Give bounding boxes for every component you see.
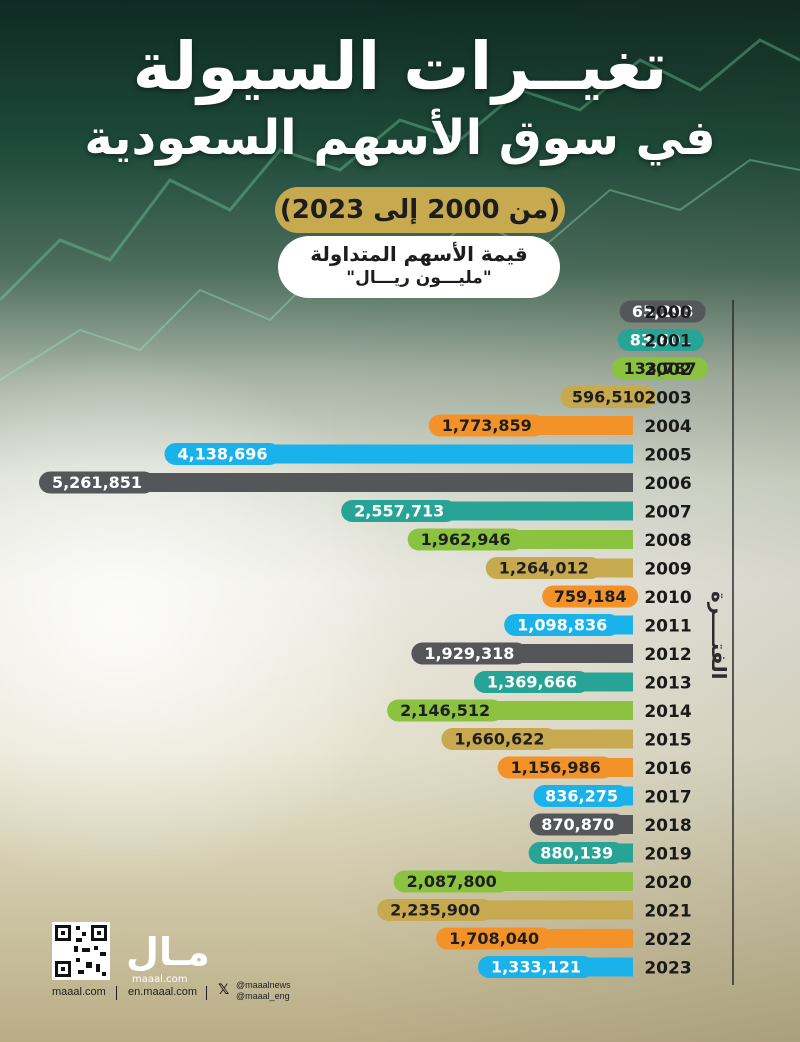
year-label: 2013 xyxy=(644,674,691,694)
value-pill xyxy=(411,642,528,665)
value-label: 1,098,836 xyxy=(517,616,607,635)
year-label: 2023 xyxy=(644,959,691,979)
year-label: 2019 xyxy=(644,845,691,865)
value-pill xyxy=(407,528,524,551)
value-label: 870,870 xyxy=(541,815,614,834)
year-label: 2003 xyxy=(644,389,691,409)
main-subtitle: في سوق الأسهم السعودية xyxy=(84,110,716,166)
year-label: 2017 xyxy=(644,788,691,808)
value-pill xyxy=(619,300,706,323)
value-label: 1,962,946 xyxy=(421,530,511,549)
year-label: 2015 xyxy=(644,731,691,751)
value-label: 5,261,851 xyxy=(52,473,142,492)
value-pill xyxy=(393,870,510,893)
year-label: 2001 xyxy=(644,332,691,352)
x-logo-icon: 𝕏 xyxy=(218,982,230,998)
value-label: 1,660,622 xyxy=(454,730,544,749)
value-label: 1,369,666 xyxy=(487,673,577,692)
value-pill xyxy=(529,813,626,836)
value-label: 880,139 xyxy=(540,844,613,863)
year-label: 2008 xyxy=(644,531,691,551)
value-label: 759,184 xyxy=(554,587,627,606)
value-label: 4,138,696 xyxy=(177,445,267,464)
value-label: 596,510 xyxy=(572,388,645,407)
value-pill xyxy=(542,585,639,608)
unit-badge: قيمة الأسهم المتداولة "مليـــون ريـــال" xyxy=(278,236,560,298)
unit-subtitle: "مليـــون ريـــال" xyxy=(346,268,492,288)
year-label: 2006 xyxy=(644,474,691,494)
value-label: 836,275 xyxy=(545,787,618,806)
value-label: 1,333,121 xyxy=(491,958,581,977)
value-pill xyxy=(533,785,630,807)
value-label: 1,929,318 xyxy=(424,644,514,663)
unit-title: قيمة الأسهم المتداولة xyxy=(310,242,528,266)
value-pill xyxy=(164,443,281,465)
footer-social-eng[interactable]: @maaal_eng xyxy=(236,991,290,1001)
value-pill xyxy=(478,956,595,978)
year-label: 2018 xyxy=(644,816,691,836)
footer-separator xyxy=(206,986,207,1000)
value-pill xyxy=(428,414,545,437)
year-label: 2007 xyxy=(644,503,691,523)
period-badge: (من 2000 إلى 2023) xyxy=(275,187,565,233)
value-pill xyxy=(617,329,704,351)
year-label: 2020 xyxy=(644,873,691,893)
value-label: 2,087,800 xyxy=(407,872,497,891)
value-label: 1,264,012 xyxy=(499,559,589,578)
bar xyxy=(170,444,633,464)
year-label: 2022 xyxy=(644,930,691,950)
value-label: 2,235,900 xyxy=(390,901,480,920)
value-pill xyxy=(473,671,590,693)
year-label: 2004 xyxy=(644,417,691,437)
value-label: 65,293 xyxy=(632,302,694,321)
value-pill xyxy=(39,471,155,494)
value-pill xyxy=(497,756,614,779)
value-label: 133,787 xyxy=(624,359,697,378)
value-pill xyxy=(441,728,558,750)
value-label: 1,708,040 xyxy=(449,929,539,948)
year-label: 2011 xyxy=(644,617,691,637)
maaal-logo-sub: maaal.com xyxy=(132,974,188,985)
value-pill xyxy=(560,386,657,408)
maaal-logo: مـال xyxy=(126,930,210,974)
value-label: 2,146,512 xyxy=(400,701,490,720)
value-label: 83,601 xyxy=(630,331,692,350)
year-label: 2014 xyxy=(644,702,691,722)
main-title: تغيــرات السيولة xyxy=(132,28,668,105)
year-label: 2021 xyxy=(644,902,691,922)
value-pill xyxy=(341,500,458,522)
bar xyxy=(45,473,633,492)
year-label: 2002 xyxy=(644,360,691,380)
year-label: 2000 xyxy=(644,303,691,323)
value-label: 2,557,713 xyxy=(354,502,444,521)
year-label: 2012 xyxy=(644,645,691,665)
value-pill xyxy=(436,927,553,950)
year-label: 2005 xyxy=(644,446,691,466)
footer-site[interactable]: maaal.com xyxy=(52,986,106,998)
value-pill xyxy=(504,614,621,636)
axis-label-period: الفتــــرة xyxy=(707,590,731,680)
qr-code-icon xyxy=(52,922,110,980)
footer-separator xyxy=(116,986,117,1000)
value-pill xyxy=(377,899,494,921)
value-pill xyxy=(485,557,602,579)
footer-social-news[interactable]: @maaalnews xyxy=(236,980,291,990)
year-label: 2016 xyxy=(644,759,691,779)
year-label: 2010 xyxy=(644,588,691,608)
value-label: 1,156,986 xyxy=(511,758,601,777)
value-pill xyxy=(528,842,625,864)
year-label: 2009 xyxy=(644,560,691,580)
value-pill xyxy=(612,357,709,380)
value-pill xyxy=(387,699,504,722)
value-label: 1,773,859 xyxy=(442,416,532,435)
footer-site-en[interactable]: en.maaal.com xyxy=(128,986,198,998)
